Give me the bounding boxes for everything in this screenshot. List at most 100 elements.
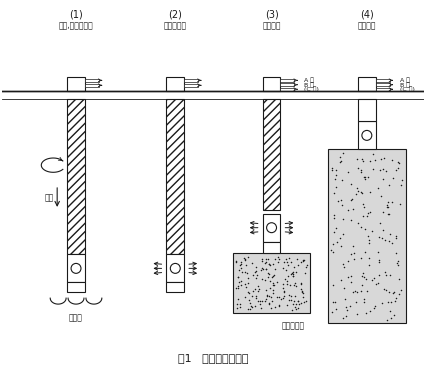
Point	[337, 235, 344, 241]
Point	[283, 281, 290, 287]
Point	[270, 273, 276, 279]
Point	[388, 199, 395, 205]
Bar	[376, 79, 390, 82]
Point	[302, 264, 309, 270]
Point	[386, 272, 393, 278]
Point	[249, 288, 256, 294]
Point	[328, 247, 334, 253]
Point	[377, 220, 383, 226]
Point	[257, 301, 264, 307]
Point	[244, 306, 251, 312]
Point	[358, 190, 365, 196]
Point	[366, 158, 373, 164]
Point	[359, 270, 366, 276]
Point	[361, 174, 368, 180]
Point	[347, 251, 354, 257]
Point	[286, 292, 293, 298]
Point	[289, 269, 296, 275]
Bar	[262, 99, 280, 210]
Point	[386, 289, 392, 295]
Point	[331, 299, 338, 305]
Point	[379, 227, 386, 233]
Point	[369, 228, 376, 234]
Point	[288, 259, 294, 265]
Point	[285, 256, 292, 262]
Point	[268, 274, 275, 280]
Point	[281, 288, 288, 294]
Point	[271, 256, 278, 262]
Point	[236, 279, 242, 285]
Point	[329, 249, 336, 255]
Point	[279, 285, 286, 291]
Point	[397, 201, 403, 207]
Bar	[358, 99, 376, 122]
Point	[354, 185, 360, 191]
Point	[256, 286, 262, 292]
Point	[371, 305, 377, 311]
Point	[275, 259, 282, 265]
Point	[259, 266, 266, 272]
Point	[361, 204, 368, 210]
Point	[361, 226, 368, 232]
Point	[289, 301, 296, 307]
Point	[334, 198, 341, 204]
Point	[361, 296, 368, 302]
Point	[363, 213, 370, 219]
Bar	[67, 99, 85, 254]
Point	[262, 278, 269, 283]
Text: B 液: B 液	[400, 82, 409, 87]
Text: 钻孔水: 钻孔水	[69, 314, 83, 323]
Point	[288, 271, 295, 277]
Point	[365, 232, 372, 238]
Point	[355, 188, 362, 194]
Point	[262, 266, 269, 272]
Point	[333, 239, 340, 245]
Point	[299, 257, 306, 263]
Point	[270, 289, 276, 295]
Bar	[85, 84, 99, 87]
Point	[233, 285, 239, 291]
Text: (C 液): (C 液)	[400, 86, 414, 92]
Bar	[376, 83, 390, 86]
Point	[245, 290, 252, 296]
Text: A 液: A 液	[304, 77, 314, 83]
Point	[392, 167, 399, 173]
Point	[377, 193, 384, 199]
Point	[383, 204, 390, 210]
Point	[252, 275, 259, 281]
Point	[259, 276, 266, 282]
Point	[380, 176, 386, 182]
Point	[249, 260, 256, 266]
Point	[333, 172, 340, 178]
Point	[259, 256, 265, 262]
Point	[360, 158, 366, 164]
Point	[362, 176, 368, 182]
Point	[248, 303, 254, 309]
Point	[389, 157, 396, 163]
Point	[354, 221, 361, 227]
Point	[377, 156, 384, 162]
Point	[242, 294, 249, 300]
Point	[328, 165, 335, 171]
Point	[330, 212, 337, 218]
Text: (2): (2)	[168, 9, 182, 19]
Point	[363, 310, 370, 315]
Point	[290, 271, 296, 277]
Text: (3): (3)	[265, 9, 279, 19]
Point	[367, 308, 374, 314]
Point	[338, 177, 345, 183]
Point	[234, 301, 241, 307]
Point	[265, 262, 272, 267]
Point	[264, 292, 271, 298]
Point	[245, 254, 251, 260]
Point	[247, 300, 253, 306]
Point	[358, 255, 365, 261]
Point	[302, 298, 309, 304]
Point	[293, 283, 300, 289]
Point	[357, 224, 364, 230]
Point	[300, 259, 307, 264]
Point	[301, 270, 308, 276]
Point	[280, 293, 287, 299]
Point	[395, 159, 402, 165]
Point	[375, 259, 382, 265]
